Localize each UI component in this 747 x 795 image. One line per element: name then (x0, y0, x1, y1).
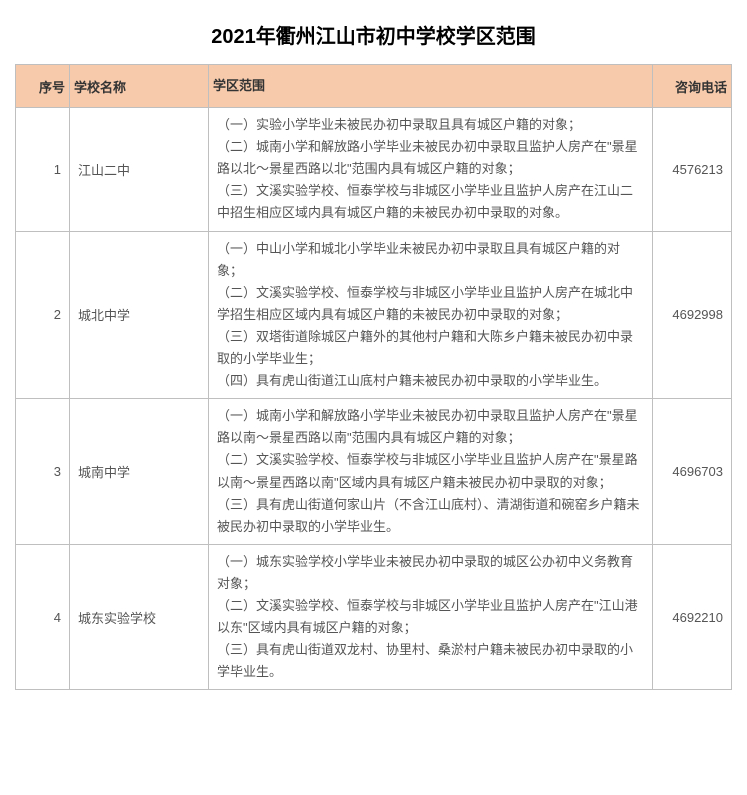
cell-phone: 4696703 (653, 399, 732, 545)
cell-index: 3 (16, 399, 70, 545)
col-header-scope: 学区范围 (209, 65, 653, 108)
col-header-phone: 咨询电话 (653, 65, 732, 108)
cell-index: 2 (16, 231, 70, 399)
cell-scope: （一）城东实验学校小学毕业未被民办初中录取的城区公办初中义务教育对象；（二）文溪… (209, 544, 653, 690)
cell-school-name: 城东实验学校 (70, 544, 209, 690)
page-title: 2021年衢州江山市初中学校学区范围 (15, 20, 732, 49)
table-header-row: 序号 学校名称 学区范围 咨询电话 (16, 65, 732, 108)
cell-school-name: 城南中学 (70, 399, 209, 545)
cell-scope: （一）中山小学和城北小学毕业未被民办初中录取且具有城区户籍的对象；（二）文溪实验… (209, 231, 653, 399)
cell-scope: （一）实验小学毕业未被民办初中录取且具有城区户籍的对象；（二）城南小学和解放路小… (209, 108, 653, 231)
table-body: 1江山二中（一）实验小学毕业未被民办初中录取且具有城区户籍的对象；（二）城南小学… (16, 108, 732, 690)
cell-scope: （一）城南小学和解放路小学毕业未被民办初中录取且监护人房产在"景星路以南～景星西… (209, 399, 653, 545)
cell-index: 4 (16, 544, 70, 690)
cell-school-name: 江山二中 (70, 108, 209, 231)
table-row: 4城东实验学校（一）城东实验学校小学毕业未被民办初中录取的城区公办初中义务教育对… (16, 544, 732, 690)
cell-phone: 4692210 (653, 544, 732, 690)
table-row: 2城北中学（一）中山小学和城北小学毕业未被民办初中录取且具有城区户籍的对象；（二… (16, 231, 732, 399)
cell-index: 1 (16, 108, 70, 231)
cell-school-name: 城北中学 (70, 231, 209, 399)
cell-phone: 4576213 (653, 108, 732, 231)
col-header-index: 序号 (16, 65, 70, 108)
table-row: 1江山二中（一）实验小学毕业未被民办初中录取且具有城区户籍的对象；（二）城南小学… (16, 108, 732, 231)
col-header-school: 学校名称 (70, 65, 209, 108)
school-district-table: 序号 学校名称 学区范围 咨询电话 1江山二中（一）实验小学毕业未被民办初中录取… (15, 64, 732, 690)
cell-phone: 4692998 (653, 231, 732, 399)
table-row: 3城南中学（一）城南小学和解放路小学毕业未被民办初中录取且监护人房产在"景星路以… (16, 399, 732, 545)
